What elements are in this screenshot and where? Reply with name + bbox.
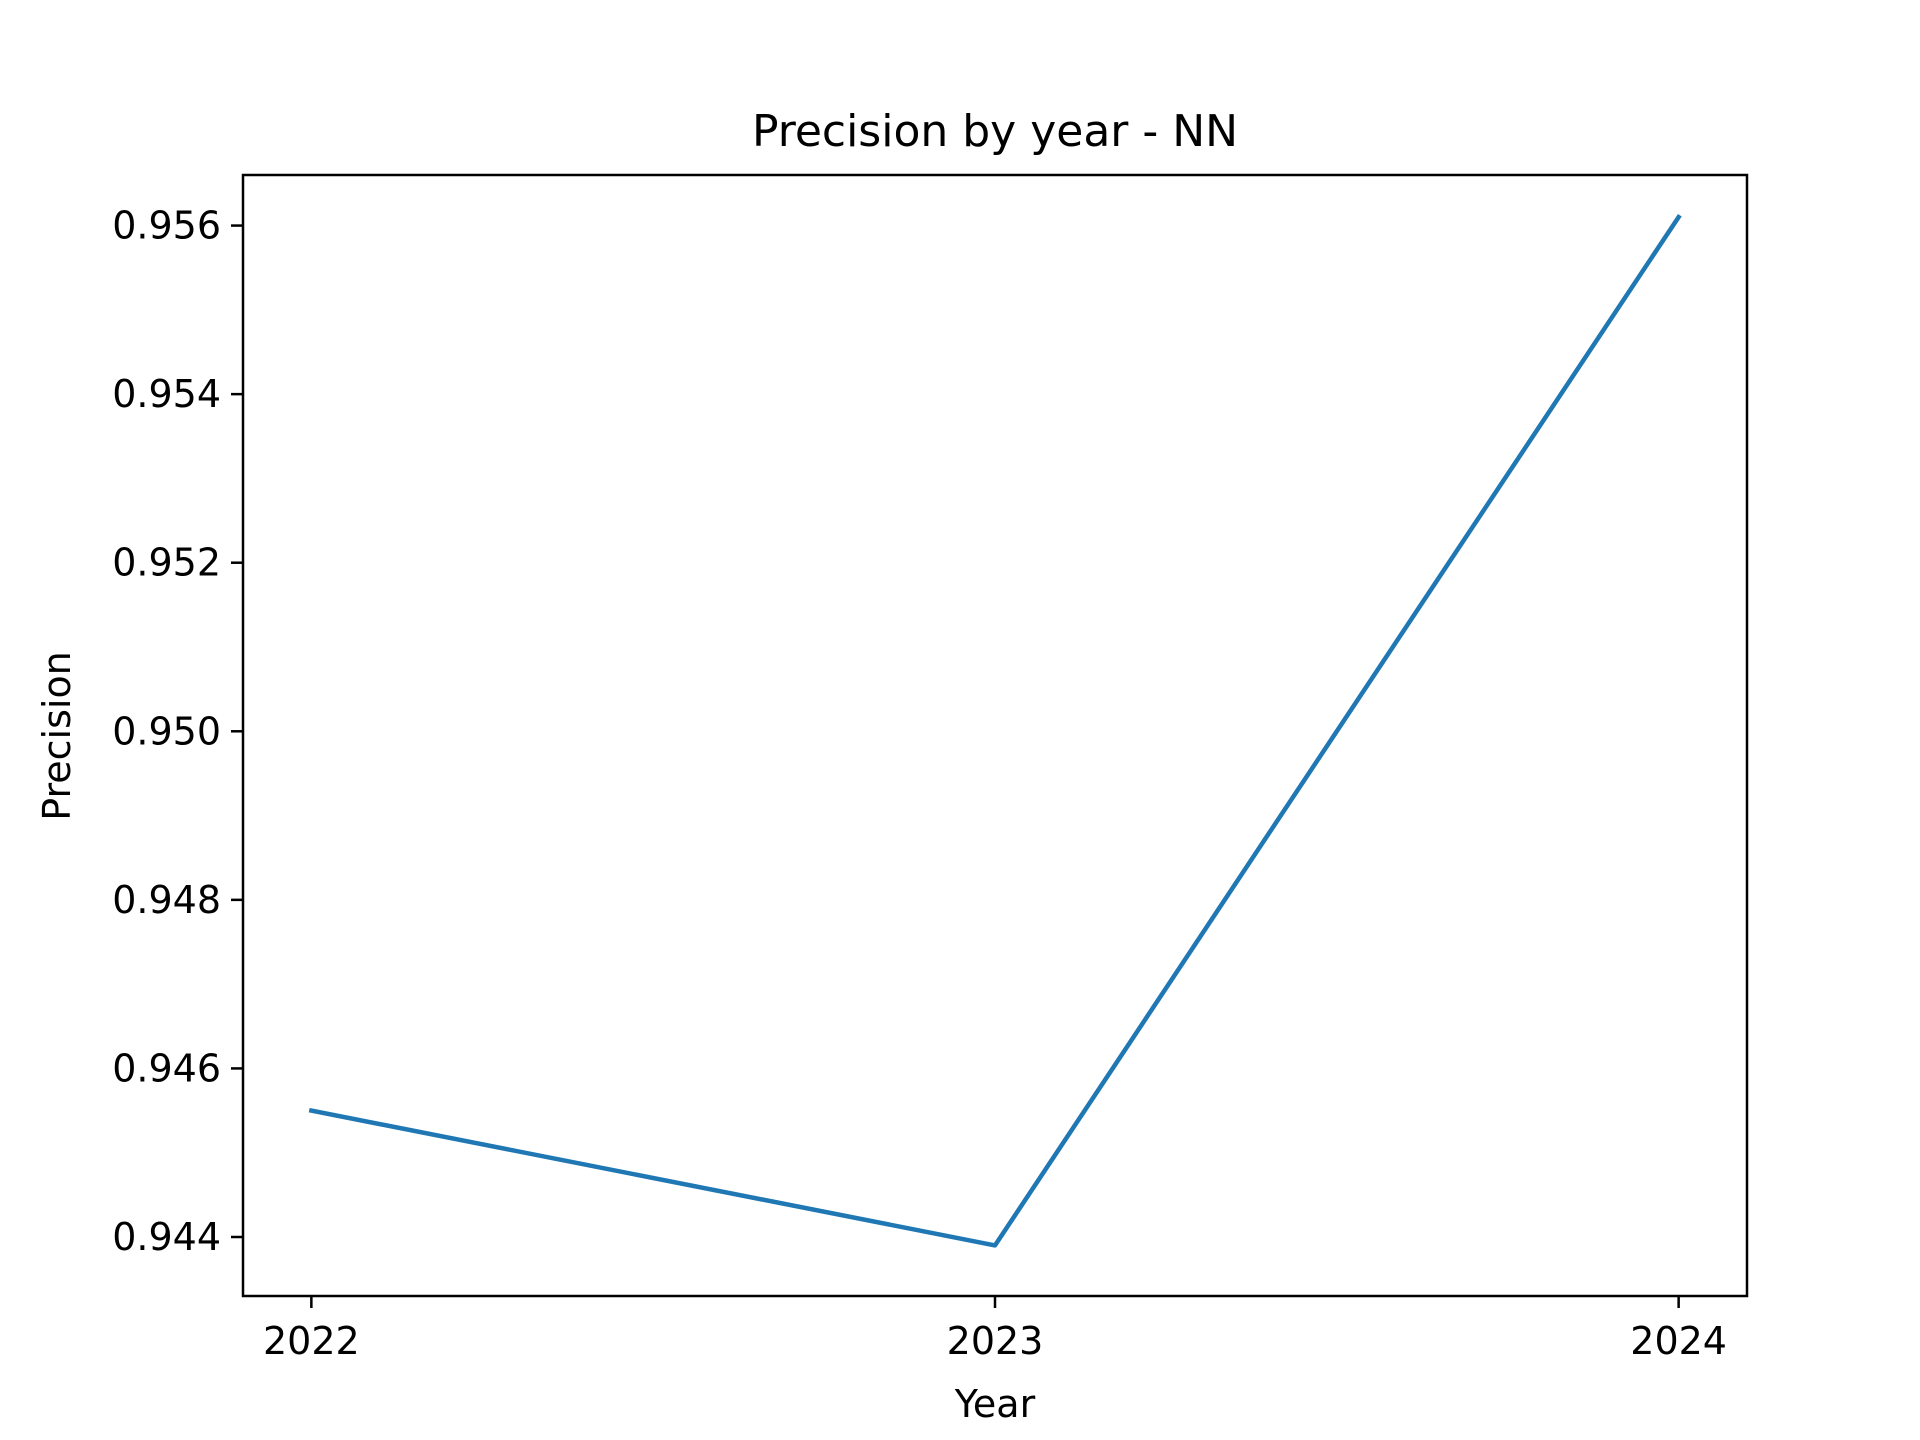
y-tick-label: 0.948 — [112, 878, 221, 922]
x-axis-ticks: 2022 2023 2024 — [263, 1296, 1727, 1363]
y-tick-label: 0.956 — [112, 204, 221, 248]
y-axis-label: Precision — [35, 651, 79, 821]
y-tick-label: 0.950 — [112, 709, 221, 753]
y-axis-ticks: 0.944 0.946 0.948 0.950 0.952 0.954 0.956 — [112, 204, 243, 1259]
series-layer — [308, 213, 1682, 1248]
y-tick-label: 0.946 — [112, 1046, 221, 1090]
y-tick-label: 0.954 — [112, 372, 221, 416]
y-tick-label: 0.952 — [112, 541, 221, 585]
x-tick-label: 2023 — [947, 1319, 1044, 1363]
series-line — [308, 213, 1682, 1248]
y-tick-label: 0.944 — [112, 1215, 221, 1259]
plot-frame — [241, 173, 1749, 1298]
chart-title: Precision by year - NN — [752, 106, 1238, 157]
x-axis-label: Year — [954, 1382, 1036, 1426]
x-tick-label: 2022 — [263, 1319, 360, 1363]
x-tick-label: 2024 — [1630, 1319, 1727, 1363]
